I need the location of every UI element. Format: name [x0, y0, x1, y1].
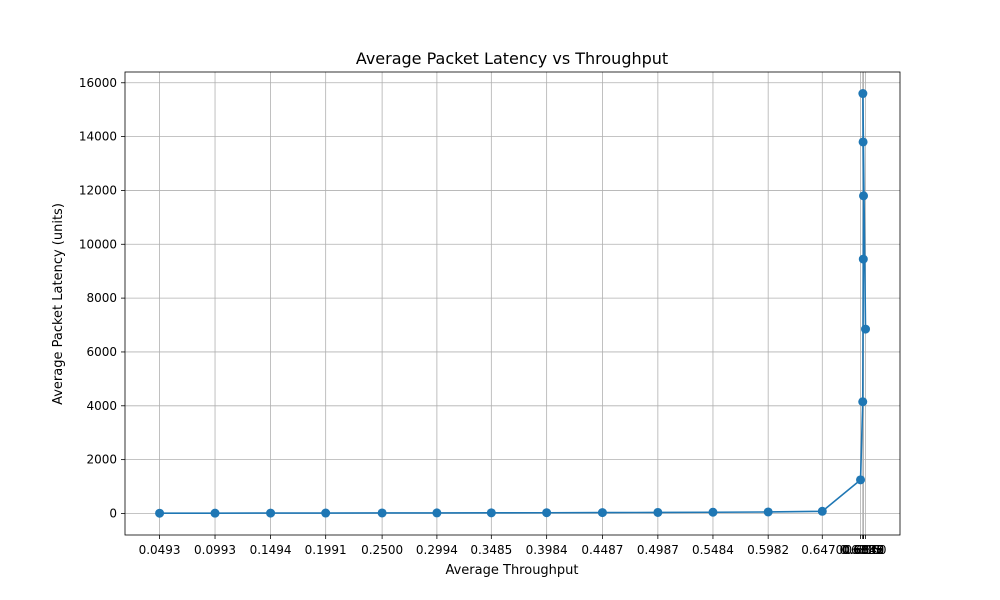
x-tick-label: 0.4987: [637, 543, 679, 557]
data-point: [858, 89, 868, 99]
data-point: [653, 507, 663, 517]
data-point: [597, 508, 607, 518]
plot-frame: [124, 71, 901, 536]
data-point: [542, 508, 552, 518]
data-point: [486, 508, 496, 518]
series-line: [159, 93, 867, 515]
series-layer: [155, 89, 871, 518]
data-point: [858, 397, 868, 407]
data-point: [856, 475, 866, 485]
chart-title: Average Packet Latency vs Throughput: [356, 49, 668, 68]
y-tick-label: 4000: [86, 399, 117, 413]
x-tick-label: 0.5982: [747, 543, 789, 557]
y-tick-label: 12000: [79, 183, 117, 197]
x-tick-label: 0.6836: [842, 543, 884, 557]
x-tick-label: 0.6842: [843, 543, 885, 557]
y-tick-label: 10000: [79, 237, 117, 251]
x-tick-label: 0.3485: [470, 543, 512, 557]
data-point: [858, 137, 868, 147]
y-tick-label: 0: [109, 506, 117, 520]
x-tick-label: 0.6860: [845, 543, 887, 557]
y-tick-label: 8000: [86, 291, 117, 305]
data-point: [155, 508, 165, 518]
data-point: [861, 324, 871, 334]
data-point: [763, 507, 773, 517]
x-tick-label: 0.1494: [250, 543, 292, 557]
x-tick-label: 0.6835: [842, 543, 884, 557]
y-axis-label: Average Packet Latency (units): [51, 203, 66, 405]
x-tick-label: 0.6815: [840, 543, 882, 557]
data-point: [432, 508, 442, 518]
y-tick-label: 2000: [86, 453, 117, 467]
data-point: [858, 254, 868, 264]
x-tick-label: 0.6838: [842, 543, 884, 557]
data-point: [377, 508, 387, 518]
y-tick-label: 16000: [79, 76, 117, 90]
x-tick-label: 0.0493: [139, 543, 181, 557]
x-tick-label: 0.2500: [361, 543, 403, 557]
grid-layer: [125, 72, 900, 535]
x-tick-label: 0.3984: [526, 543, 568, 557]
x-tick-label: 0.4487: [581, 543, 623, 557]
x-tick-label: 0.0993: [194, 543, 236, 557]
x-tick-label: 0.6470: [801, 543, 843, 557]
x-axis-label: Average Throughput: [445, 563, 578, 578]
data-point: [266, 508, 276, 518]
data-point: [859, 191, 869, 201]
data-point: [321, 508, 331, 518]
x-tick-label: 0.6840: [842, 543, 884, 557]
x-tick-label: 0.2994: [416, 543, 458, 557]
data-point: [210, 508, 220, 518]
x-tick-label: 0.5484: [692, 543, 734, 557]
x-tick-label: 0.1991: [305, 543, 347, 557]
y-tick-label: 6000: [86, 345, 117, 359]
tick-layer: 0.0493 0.0993 0.1494 0.1991 0.2500 0.2994 0.34…: [79, 76, 887, 557]
y-tick-label: 14000: [79, 130, 117, 144]
data-point: [708, 507, 718, 517]
data-point: [817, 506, 827, 516]
